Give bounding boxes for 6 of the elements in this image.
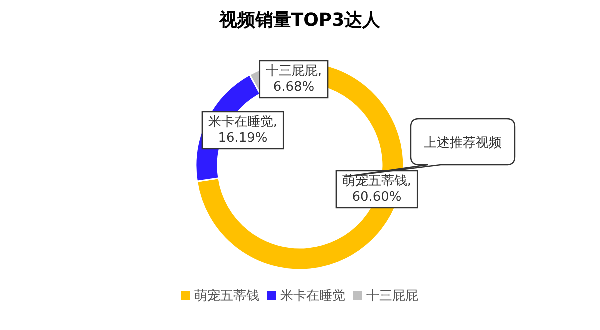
- legend-label: 十三屁屁: [366, 289, 418, 304]
- legend-label: 萌宠五蒂钱: [194, 289, 260, 304]
- data-label: 米卡在睡觉, 16.19%: [208, 115, 278, 146]
- legend-label: 米卡在睡觉: [280, 289, 346, 304]
- data-label: 十三屁屁, 6.68%: [266, 64, 322, 95]
- chart-title: 视频销量TOP3达人: [218, 10, 382, 31]
